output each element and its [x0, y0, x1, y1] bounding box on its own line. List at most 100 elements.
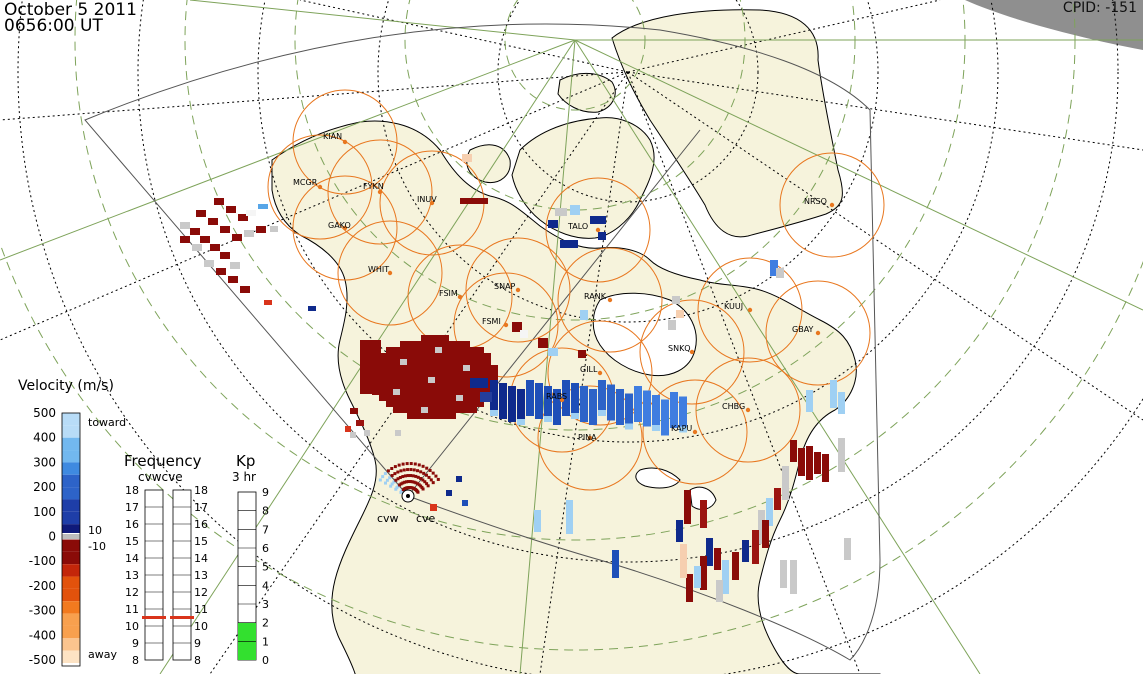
velocity-bin	[589, 401, 597, 407]
radar-label-cvw: cvw	[377, 512, 399, 525]
velocity-bin	[517, 413, 525, 419]
station-label: GBAY	[792, 325, 814, 334]
station-dot	[597, 370, 603, 376]
velocity-bin	[401, 475, 405, 479]
velocity-bin	[589, 395, 597, 401]
velocity-bin	[535, 413, 543, 419]
velocity-bin	[470, 371, 477, 377]
velocity-bin	[407, 407, 414, 413]
velocity-color-toward	[62, 462, 80, 475]
velocity-bin	[386, 401, 393, 407]
station-mcgr: MCGR	[293, 178, 323, 190]
velocity-bin	[435, 407, 442, 413]
velocity-bin	[367, 358, 374, 364]
velocity-bin	[425, 482, 429, 486]
velocity-bin	[394, 487, 398, 491]
station-dot	[342, 225, 348, 231]
velocity-bin	[360, 340, 367, 346]
kp-tick: 4	[262, 579, 269, 592]
velocity-bin	[435, 401, 442, 407]
velocity-bin	[204, 260, 214, 267]
velocity-bin	[456, 395, 463, 401]
velocity-tick: 300	[33, 455, 56, 469]
velocity-bin	[652, 413, 660, 419]
date-label: October 5 2011	[4, 0, 137, 20]
station-dot	[515, 287, 521, 293]
velocity-bin	[421, 341, 428, 347]
minus10-label: -10	[88, 540, 106, 553]
velocity-bin	[625, 399, 633, 406]
velocity-bin	[634, 410, 642, 416]
velocity-bin	[435, 347, 442, 353]
velocity-color-toward	[62, 413, 80, 426]
station-label: NRSQ	[804, 197, 827, 206]
velocity-bin	[386, 377, 393, 383]
velocity-bin	[806, 390, 813, 412]
station-dot	[457, 294, 463, 300]
velocity-bin	[449, 377, 456, 383]
velocity-bin	[414, 353, 421, 359]
station-label: KUUJ	[724, 302, 743, 311]
velocity-bin	[643, 408, 651, 415]
velocity-bin	[463, 353, 470, 359]
kp-tick: 9	[262, 486, 269, 499]
velocity-tick: -500	[29, 653, 56, 667]
velocity-bin	[548, 220, 558, 228]
frequency-tick-left: 17	[125, 501, 139, 514]
frequency-tick-left: 10	[125, 620, 139, 633]
velocity-bin	[414, 413, 421, 419]
station-dot	[689, 349, 695, 355]
kp-tick: 5	[262, 561, 269, 574]
station-chbg: CHBG	[722, 402, 751, 413]
latitude-circles	[17, 0, 1143, 674]
station-gbay: GBAY	[792, 325, 821, 336]
velocity-bin	[548, 348, 558, 356]
velocity-bin	[367, 346, 374, 352]
velocity-bin	[421, 487, 425, 491]
velocity-bin	[403, 480, 407, 484]
velocity-tick: 400	[33, 431, 56, 445]
frequency-tick-left: 8	[132, 654, 139, 667]
velocity-bin	[449, 353, 456, 359]
velocity-bin	[192, 244, 202, 251]
velocity-bin	[421, 383, 428, 389]
station-dot	[387, 270, 393, 276]
velocity-bin	[553, 401, 561, 407]
velocity-bin	[390, 467, 394, 471]
velocity-bin	[499, 407, 507, 413]
velocity-bin	[214, 198, 224, 205]
station-dot	[815, 330, 821, 336]
velocity-bin	[598, 410, 606, 416]
velocity-bin	[393, 383, 400, 389]
station-fsim: FSIM	[439, 289, 463, 300]
velocity-bin	[435, 353, 442, 359]
velocity-bin	[470, 378, 488, 388]
frequency-marker	[142, 616, 166, 619]
velocity-bin	[388, 476, 392, 480]
velocity-bin	[405, 462, 409, 466]
velocity-bin	[392, 480, 396, 484]
velocity-bin	[508, 404, 516, 410]
velocity-bin	[308, 306, 316, 311]
time-label: 0656:00 UT	[4, 16, 103, 36]
velocity-bin	[367, 388, 374, 394]
velocity-bin	[544, 392, 552, 398]
velocity-bin	[566, 500, 573, 534]
velocity-bin	[661, 423, 669, 430]
velocity-bin	[414, 347, 421, 353]
frequency-tick-left: 18	[125, 484, 139, 497]
velocity-bin	[258, 204, 268, 209]
velocity-bin	[216, 268, 226, 275]
velocity-bin	[616, 413, 624, 419]
station-fykn: FYKN	[363, 182, 384, 195]
velocity-bin	[397, 463, 401, 467]
velocity-bin	[406, 468, 410, 472]
velocity-bin	[393, 353, 400, 359]
velocity-bin	[256, 226, 266, 233]
velocity-bin	[517, 401, 525, 407]
velocity-bin	[180, 236, 190, 243]
velocity-bin	[390, 474, 394, 478]
velocity-bin	[431, 481, 435, 485]
velocity-bin	[517, 407, 525, 413]
velocity-bin	[722, 560, 729, 594]
